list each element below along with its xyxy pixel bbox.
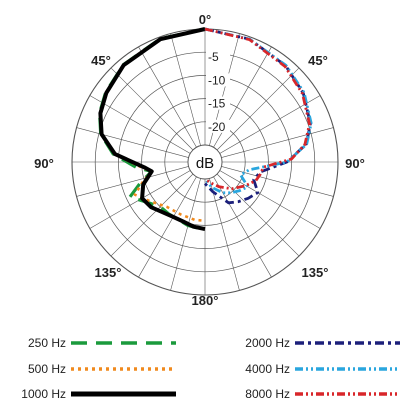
legend-label: 250 Hz — [28, 336, 66, 350]
polar-grid — [71, 28, 339, 296]
angle-tick-label: 90° — [34, 156, 54, 171]
series-curve-4000hz — [203, 27, 313, 195]
grid-spoke — [138, 46, 197, 148]
grid-spoke — [219, 170, 321, 229]
chart-labels: 0° 45° 90° 135° 180° 135° 90° 45° -5 -10 -15 -20 dB — [34, 12, 365, 308]
grid-spoke — [76, 127, 189, 158]
grid-spoke — [89, 95, 191, 154]
grid-spoke — [110, 67, 194, 151]
db-tick-bg — [206, 96, 230, 110]
grid-spoke — [209, 178, 240, 291]
legend: 250 Hz 500 Hz 1000 Hz 2000 Hz 4000 Hz 8000 Hz — [21, 336, 400, 398]
legend-label: 1000 Hz — [21, 387, 66, 398]
db-tick-label: -10 — [208, 73, 226, 87]
series-curve-8000hz — [204, 27, 311, 191]
db-tick-bg — [206, 73, 230, 87]
legend-label: 8000 Hz — [245, 387, 290, 398]
legend-label: 4000 Hz — [245, 362, 290, 376]
grid-spoke — [219, 95, 321, 154]
db-unit-label: dB — [196, 155, 214, 172]
db-tick-bg — [206, 119, 230, 133]
angle-tick-label: 45° — [308, 53, 328, 68]
grid-spoke — [216, 67, 300, 151]
legend-label: 500 Hz — [28, 362, 66, 376]
grid-spoke — [170, 178, 201, 291]
series-curves — [98, 27, 313, 232]
grid-spoke — [216, 173, 300, 257]
angle-tick-label: 180° — [192, 293, 219, 308]
grid-spoke — [221, 127, 334, 158]
grid-spoke — [110, 173, 194, 257]
grid-spoke — [221, 166, 334, 197]
series-curve-1000hz — [98, 27, 206, 232]
grid-spoke — [76, 166, 189, 197]
angle-tick-label: 90° — [345, 156, 365, 171]
db-tick-label: -15 — [208, 97, 226, 111]
grid-spoke — [213, 176, 272, 278]
angle-tick-label: 0° — [199, 12, 211, 27]
db-tick-label: -5 — [208, 50, 219, 64]
legend-label: 2000 Hz — [245, 336, 290, 350]
grid-spoke — [170, 33, 201, 146]
angle-tick-label: 45° — [91, 53, 111, 68]
db-tick-bg — [206, 50, 230, 64]
series-curve-250hz — [98, 27, 206, 232]
grid-spoke — [138, 176, 197, 278]
angle-tick-label: 135° — [95, 265, 122, 280]
angle-tick-label: 135° — [302, 265, 329, 280]
db-tick-label: -20 — [208, 120, 226, 134]
